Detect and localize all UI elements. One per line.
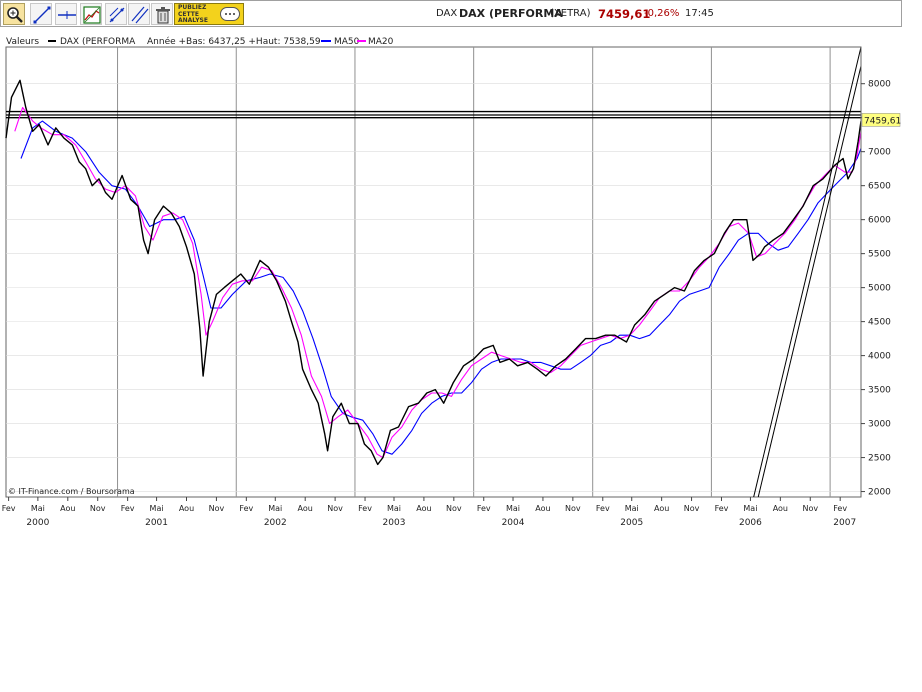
last-price-label: 7459,61	[864, 116, 901, 126]
title-symbol: DAX	[436, 8, 458, 19]
speech-bubble-icon	[220, 7, 240, 21]
x-axis: Fev Mai Aou Nov Fev Mai Aou Nov Fev Mai Aou Nov Fev M…	[2, 497, 856, 528]
x-tick-label-22: Aou	[654, 504, 669, 513]
x-tick-label-5: Mai	[150, 504, 164, 513]
trend-line-1	[757, 65, 862, 498]
y-tick-label-3000: 3000	[868, 420, 891, 430]
x-tick-label-26: Aou	[773, 504, 788, 513]
x-tick-label-0: Fev	[2, 504, 16, 513]
legend-values-label: Valeurs	[6, 37, 39, 47]
x-tick-label-17: Mai	[506, 504, 520, 513]
y-axis: 2000 2500 3000 3500 4000 4500 5000 5500 6000 6500…	[861, 80, 891, 498]
promo-line-2: CETTE	[178, 10, 199, 18]
x-tick-label-11: Nov	[327, 504, 343, 513]
horizontal-level-lines	[6, 110, 861, 119]
horizontal-line-tool-button[interactable]	[55, 3, 77, 25]
publish-analysis-button[interactable]: PUBLIEZ CETTE ANALYSE	[174, 3, 244, 25]
x-tick-label-4: Fev	[121, 504, 135, 513]
y-tick-label-4500: 4500	[868, 318, 891, 328]
x-tick-label-19: Nov	[565, 504, 581, 513]
y-tick-label-2000: 2000	[868, 488, 891, 498]
x-tick-label-6: Aou	[179, 504, 194, 513]
x-tick-label-16: Fev	[477, 504, 491, 513]
indicator-tool-button[interactable]	[80, 3, 102, 25]
y-tick-label-5500: 5500	[868, 250, 891, 260]
legend-ma20-label: MA20	[368, 37, 394, 47]
x-tick-label-3: Nov	[90, 504, 106, 513]
legend-stats: Année +Bas: 6437,25 +Haut: 7538,59	[147, 36, 321, 47]
x-tick-label-25: Mai	[743, 504, 757, 513]
y-tick-label-2500: 2500	[868, 454, 891, 464]
zoom-tool-icon	[7, 7, 23, 23]
series-lines	[5, 79, 862, 466]
year-label-2004: 2004	[502, 518, 525, 528]
x-tick-label-27: Nov	[802, 504, 818, 513]
title-price: 7459,61	[598, 7, 651, 21]
year-label-2001: 2001	[145, 518, 168, 528]
x-tick-label-9: Mai	[268, 504, 282, 513]
series-line-price	[5, 79, 862, 466]
year-label-2005: 2005	[620, 518, 643, 528]
indicator-tool-icon	[83, 6, 101, 24]
dax-price-chart: 2000 2500 3000 3500 4000 4500 5000 5500 6000 6500…	[2, 36, 902, 528]
promo-line-3: ANALYSE	[178, 17, 208, 24]
x-tick-label-20: Fev	[596, 504, 610, 513]
year-label-2002: 2002	[264, 518, 287, 528]
last-price-badge-box	[861, 113, 901, 127]
parallel-lines-tool-icon	[131, 6, 149, 24]
trend-lines	[753, 46, 862, 498]
x-tick-label-23: Nov	[684, 504, 700, 513]
y-tick-label-7000: 7000	[868, 148, 891, 158]
legend: Valeurs DAX (PERFORMA Année +Bas: 6437,2…	[6, 36, 394, 47]
x-tick-label-28: Fev	[833, 504, 847, 513]
title-exchange: (XETRA)	[550, 8, 591, 19]
trend-line-tool-icon	[33, 6, 51, 24]
title-change: -0,26%	[644, 8, 680, 19]
series-line-ma50	[20, 120, 862, 455]
legend-series-name: DAX (PERFORMA	[60, 37, 136, 47]
delete-tool-button[interactable]	[151, 3, 173, 25]
zoom-tool-button[interactable]	[3, 3, 25, 25]
legend-ma50-label: MA50	[334, 37, 360, 47]
x-tick-label-2: Aou	[60, 504, 75, 513]
plot-area	[5, 46, 862, 498]
x-tick-label-24: Fev	[715, 504, 729, 513]
trend-line-0	[753, 46, 862, 498]
x-tick-label-14: Aou	[416, 504, 431, 513]
x-tick-label-8: Fev	[239, 504, 253, 513]
parallel-lines-tool-button[interactable]	[128, 3, 150, 25]
trend-line-tool-button[interactable]	[30, 3, 52, 25]
x-tick-label-7: Nov	[209, 504, 225, 513]
year-label-2000: 2000	[26, 518, 49, 528]
fibonacci-tool-icon	[109, 7, 125, 23]
horizontal-line-tool-icon	[58, 11, 76, 19]
y-tick-label-6000: 6000	[868, 216, 891, 226]
x-tick-label-15: Nov	[446, 504, 462, 513]
y-tick-label-8000: 8000	[868, 80, 891, 90]
x-tick-label-12: Fev	[358, 504, 372, 513]
chart-toolbar: PUBLIEZ CETTE ANALYSE DAX DAX (PERFORMA …	[0, 0, 902, 27]
promo-line-1: PUBLIEZ	[178, 4, 207, 11]
x-tick-label-10: Aou	[298, 504, 313, 513]
title-name: DAX (PERFORMA	[459, 7, 563, 20]
delete-tool-icon	[156, 7, 170, 24]
y-tick-label-6500: 6500	[868, 182, 891, 192]
fibonacci-tool-button[interactable]	[105, 3, 127, 25]
year-label-2007: 2007	[833, 518, 856, 528]
x-tick-label-18: Aou	[535, 504, 550, 513]
last-price-badge: 7459,61	[861, 113, 901, 127]
title-time: 17:45	[685, 8, 714, 19]
copyright-watermark: © IT-Finance.com / Boursorama	[8, 487, 135, 496]
x-tick-label-13: Mai	[387, 504, 401, 513]
y-tick-label-4000: 4000	[868, 352, 891, 362]
y-tick-label-3500: 3500	[868, 386, 891, 396]
x-tick-label-1: Mai	[31, 504, 45, 513]
publish-analysis-text: PUBLIEZ CETTE ANALYSE	[178, 4, 218, 25]
year-label-2003: 2003	[383, 518, 406, 528]
y-tick-label-5000: 5000	[868, 284, 891, 294]
year-label-2006: 2006	[739, 518, 762, 528]
x-tick-label-21: Mai	[625, 504, 639, 513]
